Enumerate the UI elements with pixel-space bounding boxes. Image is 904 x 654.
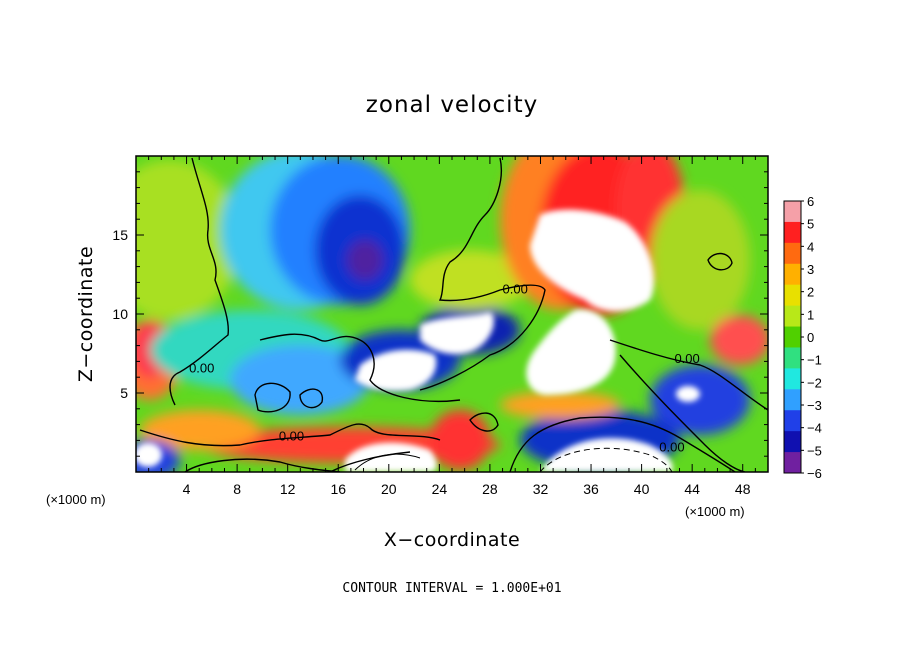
- contour-interval-footer: CONTOUR INTERVAL = 1.000E+01: [342, 581, 561, 596]
- x-tick-label: 12: [280, 481, 296, 497]
- x-tick-label: 36: [583, 481, 599, 497]
- x-tick-label: 44: [684, 481, 700, 497]
- x-tick-label: 8: [233, 481, 241, 497]
- colorbar-tick-label: 4: [807, 239, 814, 254]
- contour-label: 0.00: [279, 428, 304, 443]
- x-unit-label-right: (×1000 m): [685, 504, 745, 519]
- colorbar-tick-label: 3: [807, 262, 814, 277]
- x-unit-label: (×1000 m): [46, 492, 106, 507]
- colorbar-tick-label: 0: [807, 330, 814, 345]
- y-axis: 5 10 15: [112, 155, 768, 473]
- colorbar-tick-label: 2: [807, 285, 814, 300]
- colorbar-tick-label: 1: [807, 307, 814, 322]
- x-tick-label: 16: [330, 481, 346, 497]
- colorbar-swatch: [784, 242, 801, 265]
- colorbar-tick-label: 5: [807, 217, 814, 232]
- y-tick-label: 15: [112, 227, 128, 243]
- colorbar-swatch: [784, 431, 801, 453]
- colorbar-swatch: [784, 452, 801, 474]
- colorbar-tick-label: −4: [807, 421, 822, 436]
- colorbar-swatch: [784, 284, 801, 307]
- x-tick-label: 48: [735, 481, 751, 497]
- y-tick-label: 10: [112, 306, 128, 322]
- colorbar-swatch: [784, 263, 801, 286]
- contour-label: 0.00: [189, 360, 214, 375]
- contour-label: 0.00: [674, 351, 699, 366]
- x-axis-title: X−coordinate: [384, 529, 520, 551]
- y-tick-label: 5: [120, 385, 128, 401]
- colorbar-swatch: [784, 305, 801, 328]
- x-tick-label: 24: [432, 481, 448, 497]
- x-tick-label: 28: [482, 481, 498, 497]
- colorbar-swatch: [784, 410, 801, 432]
- contour-label: 0.00: [503, 281, 528, 296]
- colorbar-swatch: [784, 221, 801, 244]
- x-axis: 4 8 12 16 20 24 28 32 36 40 44 48: [135, 156, 769, 497]
- chart-title: zonal velocity: [366, 92, 538, 118]
- colorbar-tick-label: −5: [807, 443, 822, 458]
- colorbar-tick-label: −2: [807, 375, 822, 390]
- colorbar-tick-label: 6: [807, 194, 814, 209]
- colorbar-swatch: [784, 368, 801, 390]
- x-tick-label: 4: [183, 481, 191, 497]
- x-tick-label: 20: [381, 481, 397, 497]
- colorbar-tick-label: −3: [807, 398, 822, 413]
- colorbar: 6 5 4 3 2 1 0 −1 −2 −3 −4 −5 −6: [783, 194, 822, 481]
- colorbar-tick-label: −1: [807, 353, 822, 368]
- x-tick-label: 32: [533, 481, 549, 497]
- heatmap-field: [136, 156, 768, 472]
- colorbar-swatch: [784, 347, 801, 369]
- contour-labels: 0.00 0.00 0.00 0.00 0.00: [189, 281, 700, 454]
- colorbar-swatch: [784, 326, 801, 348]
- contour-label: 0.00: [659, 439, 684, 454]
- colorbar-swatch: [784, 389, 801, 411]
- colorbar-tick-label: −6: [807, 466, 822, 481]
- colorbar-swatch: [784, 201, 801, 223]
- x-tick-label: 40: [634, 481, 650, 497]
- y-axis-title: Z−coordinate: [75, 246, 97, 382]
